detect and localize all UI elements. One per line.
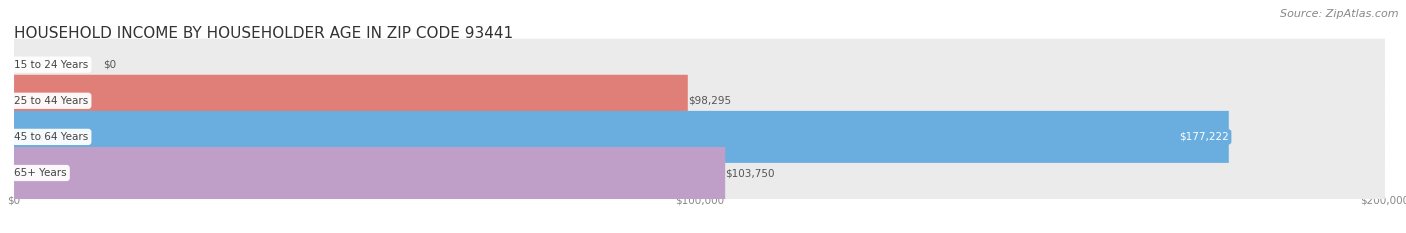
- FancyBboxPatch shape: [14, 39, 1385, 91]
- Text: 45 to 64 Years: 45 to 64 Years: [14, 132, 89, 142]
- FancyBboxPatch shape: [14, 75, 1385, 127]
- Text: $103,750: $103,750: [725, 168, 775, 178]
- Text: 15 to 24 Years: 15 to 24 Years: [14, 60, 89, 70]
- FancyBboxPatch shape: [14, 75, 688, 127]
- FancyBboxPatch shape: [14, 147, 725, 199]
- Text: Source: ZipAtlas.com: Source: ZipAtlas.com: [1281, 9, 1399, 19]
- Text: 65+ Years: 65+ Years: [14, 168, 66, 178]
- Text: $177,222: $177,222: [1180, 132, 1229, 142]
- Text: $98,295: $98,295: [688, 96, 731, 106]
- Text: $0: $0: [103, 60, 117, 70]
- Text: HOUSEHOLD INCOME BY HOUSEHOLDER AGE IN ZIP CODE 93441: HOUSEHOLD INCOME BY HOUSEHOLDER AGE IN Z…: [14, 26, 513, 41]
- FancyBboxPatch shape: [14, 147, 1385, 199]
- FancyBboxPatch shape: [14, 111, 1385, 163]
- FancyBboxPatch shape: [14, 111, 1229, 163]
- Text: 25 to 44 Years: 25 to 44 Years: [14, 96, 89, 106]
